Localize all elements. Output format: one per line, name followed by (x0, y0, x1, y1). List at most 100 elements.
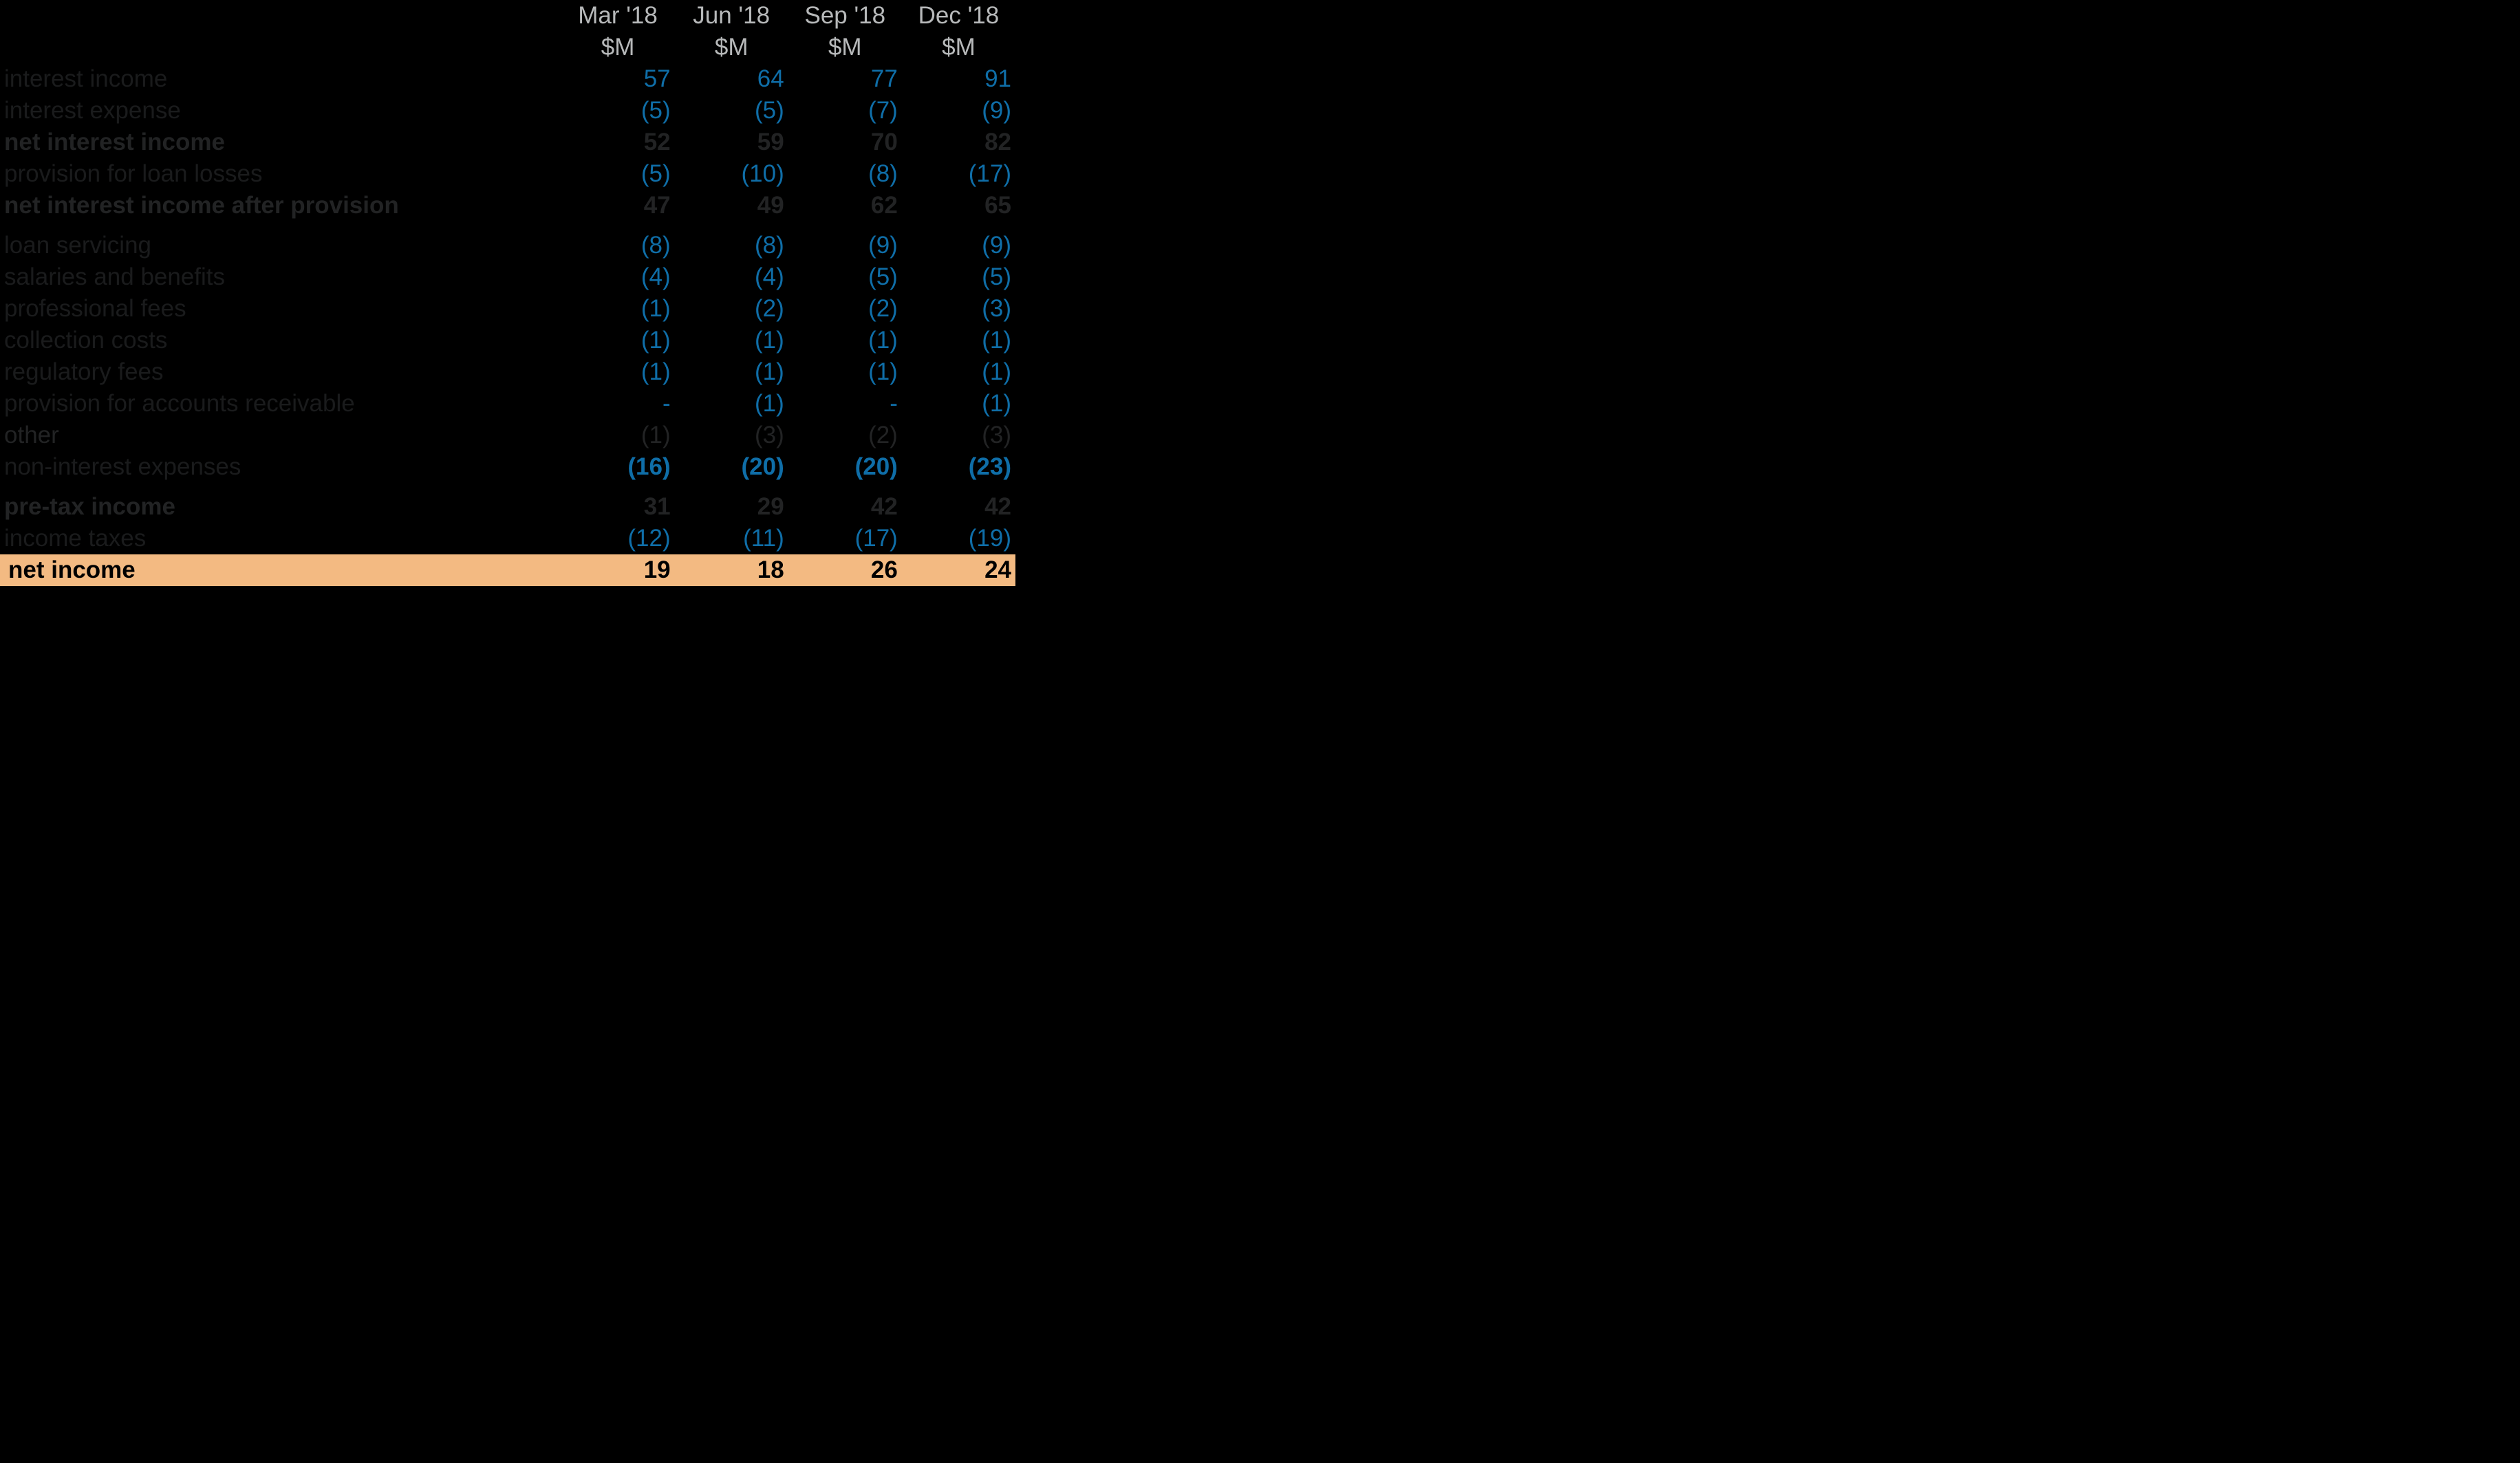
row-label: net interest income after provision (0, 190, 561, 221)
row-label: pre-tax income (0, 491, 561, 523)
header-blank (0, 0, 561, 32)
row-label: provision for accounts receivable (0, 388, 561, 420)
cell-value: (16) (561, 451, 675, 483)
cell-value: (2) (788, 293, 902, 325)
header-blank2 (0, 32, 561, 63)
cell-value: - (561, 388, 675, 420)
table-body: interest income57647791interest expense(… (0, 63, 1015, 586)
header-c2-period: Jun '18 (675, 0, 788, 32)
cell-value: 70 (788, 127, 902, 158)
cell-value: (8) (561, 230, 675, 261)
table-row: salaries and benefits(4)(4)(5)(5) (0, 261, 1015, 293)
row-label: provision for loan losses (0, 158, 561, 190)
cell-value: (10) (675, 158, 788, 190)
cell-value: (1) (902, 356, 1015, 388)
row-label: interest income (0, 63, 561, 95)
cell-value: 42 (788, 491, 902, 523)
cell-value: (23) (902, 451, 1015, 483)
header-row-unit: $M $M $M $M (0, 32, 1015, 63)
table-row: professional fees(1)(2)(2)(3) (0, 293, 1015, 325)
header-c4-unit: $M (902, 32, 1015, 63)
cell-value: (17) (788, 523, 902, 554)
table-row: non-interest expenses(16)(20)(20)(23) (0, 451, 1015, 483)
table-row: provision for accounts receivable-(1)-(1… (0, 388, 1015, 420)
cell-value: (8) (675, 230, 788, 261)
cell-value: (5) (675, 95, 788, 127)
cell-value: (1) (788, 325, 902, 356)
cell-value: (3) (675, 420, 788, 451)
row-label: interest expense (0, 95, 561, 127)
cell-value: - (788, 388, 902, 420)
row-label: loan servicing (0, 230, 561, 261)
table-row: net interest income after provision4749 6… (0, 190, 1015, 221)
cell-value: (5) (561, 158, 675, 190)
row-label: income taxes (0, 523, 561, 554)
cell-value: 52 (561, 127, 675, 158)
cell-value: (3) (902, 420, 1015, 451)
cell-value: (1) (675, 325, 788, 356)
cell-value: (1) (902, 388, 1015, 420)
cell-value: 82 (902, 127, 1015, 158)
cell-value: (1) (788, 356, 902, 388)
table-row: net interest income52597082 (0, 127, 1015, 158)
cell-value: (9) (902, 95, 1015, 127)
header-c3-unit: $M (788, 32, 902, 63)
cell-value: (20) (788, 451, 902, 483)
row-label: regulatory fees (0, 356, 561, 388)
table: Mar '18 Jun '18 Sep '18 Dec '18 $M $M $M… (0, 0, 1015, 586)
table-row: income taxes(12)(11)(17)(19) (0, 523, 1015, 554)
cell-value: (5) (561, 95, 675, 127)
cell-value: (1) (561, 420, 675, 451)
cell-value: (2) (788, 420, 902, 451)
cell-value: 59 (675, 127, 788, 158)
table-row: provision for loan losses(5)(10)(8)(17) (0, 158, 1015, 190)
cell-value: 57 (561, 63, 675, 95)
row-label: other (0, 420, 561, 451)
spacer-cell (0, 221, 1015, 230)
table-row (0, 221, 1015, 230)
cell-value: 49 (675, 190, 788, 221)
table-row: loan servicing(8)(8)(9)(9) (0, 230, 1015, 261)
cell-value: (3) (902, 293, 1015, 325)
table-row: interest income57647791 (0, 63, 1015, 95)
cell-value: 31 (561, 491, 675, 523)
cell-value: 29 (675, 491, 788, 523)
row-label: professional fees (0, 293, 561, 325)
cell-value: (7) (788, 95, 902, 127)
cell-value: (1) (561, 325, 675, 356)
row-label: net interest income (0, 127, 561, 158)
row-label: collection costs (0, 325, 561, 356)
table-row: regulatory fees(1)(1)(1)(1) (0, 356, 1015, 388)
cell-value: 19 (561, 554, 675, 586)
header-row-period: Mar '18 Jun '18 Sep '18 Dec '18 (0, 0, 1015, 32)
table-row (0, 483, 1015, 491)
cell-value: (1) (561, 293, 675, 325)
row-label: net income (0, 554, 561, 586)
cell-value: 65 (902, 190, 1015, 221)
cell-value: (4) (561, 261, 675, 293)
table-row: collection costs(1)(1)(1)(1) (0, 325, 1015, 356)
cell-value: (1) (561, 356, 675, 388)
cell-value: 18 (675, 554, 788, 586)
header-c3-period: Sep '18 (788, 0, 902, 32)
cell-value: 42 (902, 491, 1015, 523)
cell-value: (5) (788, 261, 902, 293)
income-statement-table: Mar '18 Jun '18 Sep '18 Dec '18 $M $M $M… (0, 0, 1015, 586)
cell-value: (9) (788, 230, 902, 261)
table-row: net income19182624 (0, 554, 1015, 586)
cell-value: 64 (675, 63, 788, 95)
cell-value: (20) (675, 451, 788, 483)
cell-value: (2) (675, 293, 788, 325)
cell-value: 91 (902, 63, 1015, 95)
spacer-cell (0, 483, 1015, 491)
cell-value: (4) (675, 261, 788, 293)
cell-value: 47 (561, 190, 675, 221)
cell-value: (1) (675, 388, 788, 420)
table-row: pre-tax income31294242 (0, 491, 1015, 523)
cell-value: 26 (788, 554, 902, 586)
cell-value: (11) (675, 523, 788, 554)
cell-value: (9) (902, 230, 1015, 261)
header-c1-period: Mar '18 (561, 0, 675, 32)
table-head: Mar '18 Jun '18 Sep '18 Dec '18 $M $M $M… (0, 0, 1015, 63)
row-label: non-interest expenses (0, 451, 561, 483)
